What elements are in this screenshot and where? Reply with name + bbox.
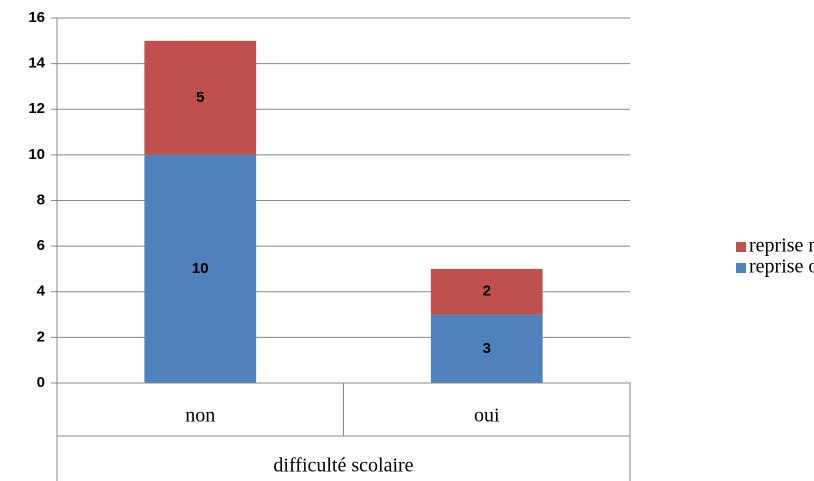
data-label: 3 [483,340,491,357]
data-label: 5 [196,89,204,106]
legend-swatch [736,242,746,252]
legend-swatch [736,263,746,273]
y-tick-label: 4 [37,283,46,300]
x-tick-label: oui [474,405,500,427]
data-label: 2 [483,283,491,300]
bar-segment [144,40,257,155]
legend-label: reprise oui [749,256,814,278]
legend-label: reprise non [749,235,814,257]
y-tick-label: 10 [28,146,45,163]
y-tick-label: 16 [28,9,45,26]
y-tick-label: 2 [37,328,45,345]
y-tick-label: 0 [37,374,45,391]
y-tick-label: 14 [28,55,45,72]
x-tick-label: non [185,405,215,427]
bar-segment [144,154,257,383]
y-tick-label: 12 [28,100,45,117]
bar-segment [430,268,543,315]
x-axis-label: difficulté scolaire [273,455,413,477]
data-label: 10 [192,260,209,277]
y-tick-label: 8 [37,191,45,208]
bar-segment [430,314,543,383]
y-tick-label: 6 [37,237,45,254]
